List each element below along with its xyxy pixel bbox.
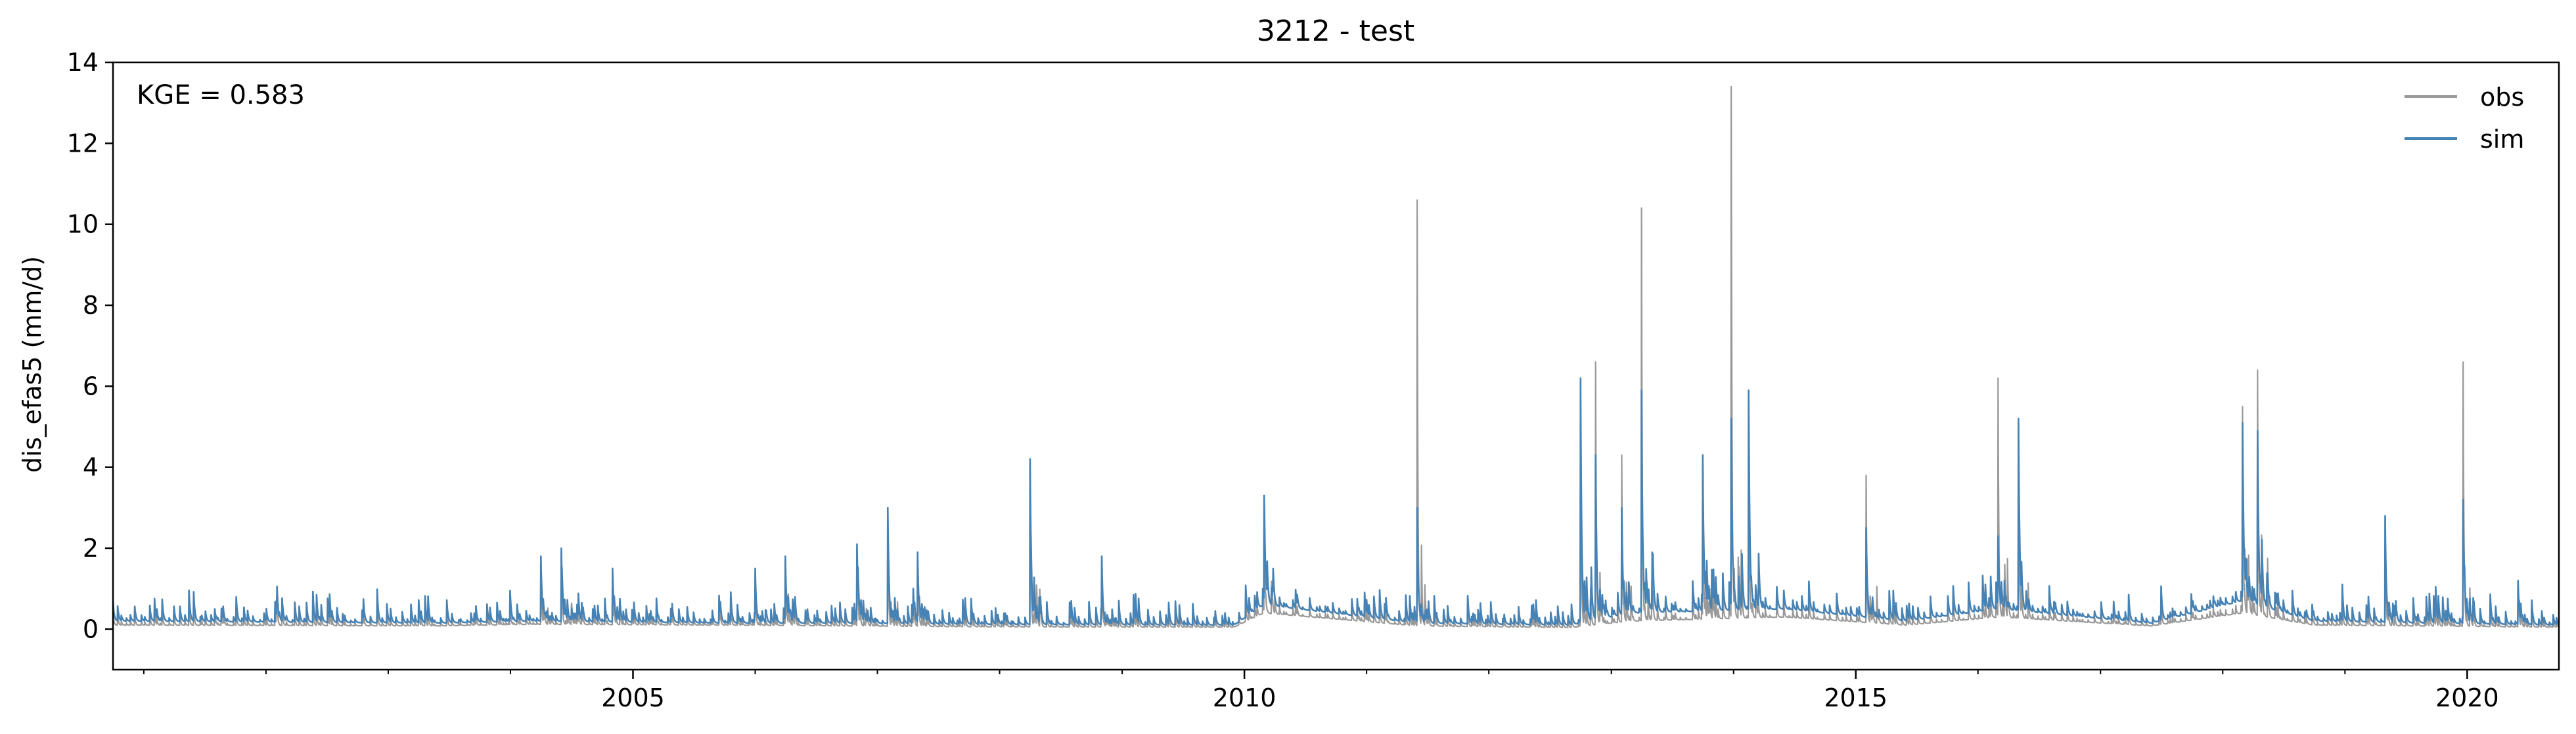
legend: obs sim <box>2405 83 2524 154</box>
plot-area <box>112 85 2560 628</box>
y-tick-label: 8 <box>83 291 99 320</box>
series-line-sim <box>112 377 2560 626</box>
legend-sim-label: sim <box>2480 125 2524 154</box>
y-tick-label: 14 <box>67 48 99 77</box>
kge-annotation: KGE = 0.583 <box>137 80 305 110</box>
x-tick-label: 2015 <box>1824 683 1887 712</box>
x-tick-label: 2005 <box>601 683 665 712</box>
y-tick-label: 0 <box>83 615 99 643</box>
y-axis-label: dis_efas5 (mm/d) <box>18 256 47 473</box>
y-tick-label: 12 <box>67 129 99 158</box>
x-axis: 2005 2010 2015 2020 <box>143 670 2499 712</box>
y-tick-label: 10 <box>67 210 99 239</box>
chart-title: 3212 - test <box>1257 14 1414 48</box>
y-tick-label: 4 <box>83 453 99 482</box>
y-tick-label: 6 <box>83 372 99 400</box>
y-tick-label: 2 <box>83 534 99 563</box>
x-tick-label: 2010 <box>1213 683 1277 712</box>
x-tick-label: 2020 <box>2435 683 2499 712</box>
legend-obs-label: obs <box>2480 83 2524 112</box>
y-axis: 0 2 4 6 8 10 12 14 <box>67 48 113 643</box>
series-line-obs <box>112 85 2560 628</box>
plot-frame <box>112 61 2560 671</box>
